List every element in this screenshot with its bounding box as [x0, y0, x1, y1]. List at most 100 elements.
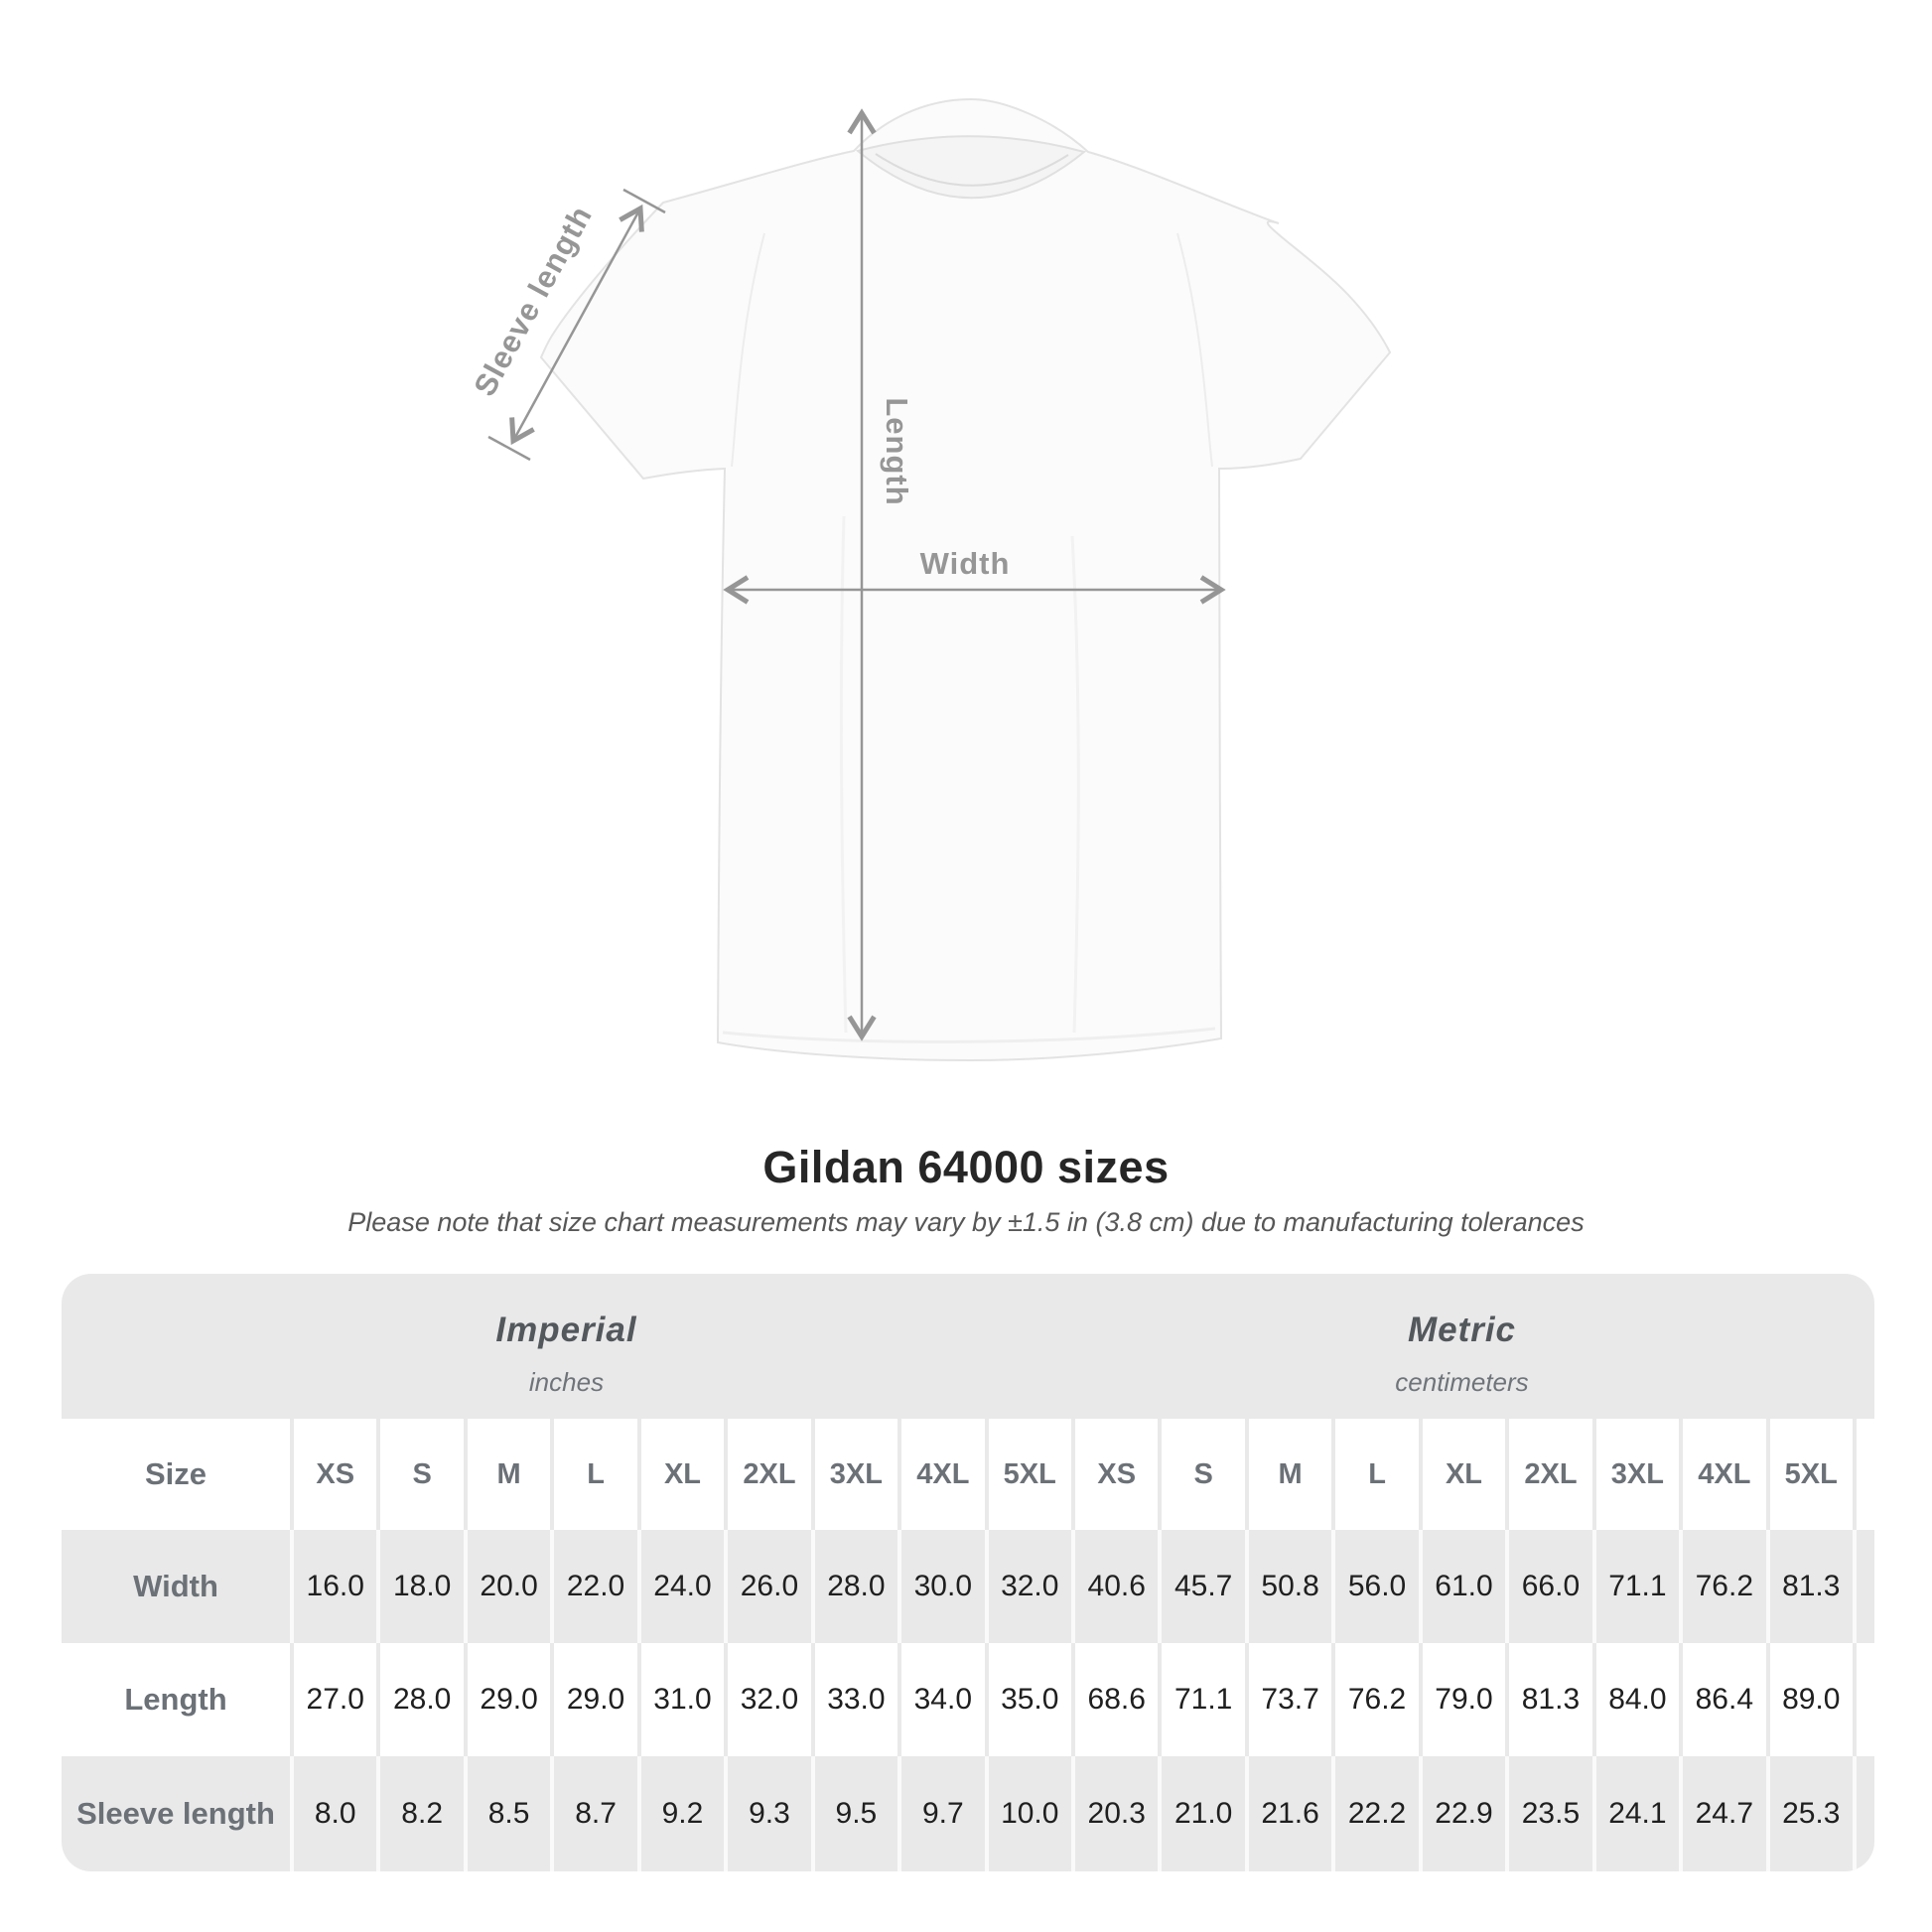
- sleeve-arrow-end-tick: [487, 435, 531, 462]
- width-value: 18.0: [376, 1530, 463, 1643]
- size-col-header: S: [1158, 1419, 1245, 1530]
- size-col-header: M: [463, 1419, 551, 1530]
- size-col-header: S: [376, 1419, 464, 1530]
- width-value: 40.6: [1070, 1530, 1158, 1643]
- length-value: 79.0: [1418, 1643, 1506, 1756]
- width-value: 28.0: [810, 1530, 897, 1643]
- width-value: 20.0: [463, 1530, 550, 1643]
- spacer-cell: [1852, 1530, 1874, 1643]
- size-col-header: XL: [1418, 1419, 1506, 1530]
- sleeve-value: 9.5: [810, 1756, 897, 1871]
- sleeve-value: 25.3: [1765, 1756, 1853, 1871]
- width-value: 26.0: [724, 1530, 810, 1643]
- length-value: 34.0: [897, 1643, 985, 1756]
- sleeve-value: 10.0: [984, 1756, 1071, 1871]
- width-value: 76.2: [1679, 1530, 1765, 1643]
- size-col-header: XS: [290, 1419, 377, 1530]
- width-value: 81.3: [1765, 1530, 1853, 1643]
- row-label: Width: [133, 1569, 218, 1603]
- size-col-header: XL: [636, 1419, 725, 1530]
- width-value: 45.7: [1158, 1530, 1244, 1643]
- length-value: 31.0: [636, 1643, 725, 1756]
- centimeters-label: centimeters: [1395, 1367, 1529, 1397]
- tshirt-collar-seam: [875, 153, 1069, 187]
- length-value: 29.0: [463, 1643, 551, 1756]
- size-col-header: 5XL: [1765, 1419, 1853, 1530]
- size-col-header: 2XL: [724, 1419, 811, 1530]
- hem-seam: [722, 1027, 1216, 1043]
- spacer-cell: [1853, 1274, 1874, 1419]
- size-col-header: 2XL: [1505, 1419, 1592, 1530]
- width-value: 30.0: [897, 1530, 984, 1643]
- sleeve-value: 8.5: [463, 1756, 550, 1871]
- length-value: 86.4: [1679, 1643, 1766, 1756]
- width-value: 66.0: [1505, 1530, 1591, 1643]
- sleeve-value: 20.3: [1070, 1756, 1158, 1871]
- metric-group-header: Metric centimeters: [1071, 1274, 1853, 1419]
- imperial-label: Imperial: [495, 1311, 637, 1349]
- tshirt-image: Sleeve length Length Width: [467, 97, 1392, 1062]
- width-value: 61.0: [1418, 1530, 1505, 1643]
- size-col-header: M: [1244, 1419, 1332, 1530]
- sleeve-value: 22.2: [1331, 1756, 1418, 1871]
- row-label: Length: [62, 1643, 290, 1756]
- fold-line: [1070, 535, 1080, 1034]
- sleeve-value: 8.0: [290, 1756, 376, 1871]
- tolerance-note: Please note that size chart measurements…: [347, 1207, 1585, 1237]
- sleeve-value: 21.0: [1158, 1756, 1244, 1871]
- length-value: 33.0: [810, 1643, 898, 1756]
- sleeve-value: 8.2: [376, 1756, 463, 1871]
- length-value: 89.0: [1765, 1643, 1853, 1756]
- length-value: 32.0: [724, 1643, 811, 1756]
- width-value: 16.0: [290, 1530, 376, 1643]
- left-armhole-seam: [731, 232, 765, 468]
- right-armhole-seam: [1176, 232, 1213, 468]
- size-col-header: 5XL: [984, 1419, 1071, 1530]
- length-value: 29.0: [550, 1643, 637, 1756]
- tshirt-collar: [855, 135, 1087, 200]
- tshirt-measurement-diagram: Sleeve length Length Width: [467, 97, 1392, 1062]
- sleeve-value: 22.9: [1418, 1756, 1505, 1871]
- size-col-header: 3XL: [810, 1419, 898, 1530]
- sleeve-length-arrow: [509, 204, 644, 446]
- length-value: 76.2: [1331, 1643, 1419, 1756]
- width-value: 22.0: [550, 1530, 636, 1643]
- size-col-header: L: [1331, 1419, 1419, 1530]
- size-col-header: 4XL: [897, 1419, 985, 1530]
- sleeve-value: 24.1: [1591, 1756, 1679, 1871]
- size-header-label: Size: [62, 1419, 290, 1530]
- size-col-header: 3XL: [1591, 1419, 1680, 1530]
- sleeve-arrow-end-tick: [622, 188, 666, 214]
- length-value: 28.0: [376, 1643, 464, 1756]
- imperial-group-header: Imperial inches: [62, 1274, 1071, 1419]
- metric-label: Metric: [1407, 1311, 1517, 1349]
- row-label: Sleeve length: [76, 1796, 275, 1831]
- size-table: Imperial inches Metric centimeters Size …: [62, 1274, 1874, 1871]
- width-value: 32.0: [984, 1530, 1071, 1643]
- length-value: 81.3: [1505, 1643, 1592, 1756]
- width-value: 24.0: [636, 1530, 724, 1643]
- sleeve-value: 9.7: [897, 1756, 984, 1871]
- length-value: 71.1: [1158, 1643, 1245, 1756]
- sleeve-value: 9.3: [724, 1756, 810, 1871]
- page-title: Gildan 64000 sizes: [762, 1142, 1170, 1192]
- sleeve-value: 23.5: [1505, 1756, 1591, 1871]
- spacer-cell: [1852, 1643, 1874, 1756]
- length-value: 84.0: [1591, 1643, 1680, 1756]
- length-label: Length: [880, 397, 914, 505]
- width-value: 56.0: [1331, 1530, 1418, 1643]
- size-col-header: XS: [1070, 1419, 1159, 1530]
- length-value: 73.7: [1244, 1643, 1332, 1756]
- width-value: 71.1: [1591, 1530, 1679, 1643]
- inches-label: inches: [528, 1367, 605, 1397]
- length-value: 35.0: [984, 1643, 1071, 1756]
- sleeve-value: 8.7: [550, 1756, 636, 1871]
- sleeve-value: 21.6: [1244, 1756, 1331, 1871]
- length-value: 68.6: [1070, 1643, 1159, 1756]
- sleeve-value: 9.2: [636, 1756, 724, 1871]
- spacer-cell: [1852, 1419, 1874, 1530]
- size-col-header: 4XL: [1679, 1419, 1766, 1530]
- size-col-header: L: [550, 1419, 637, 1530]
- length-value: 27.0: [290, 1643, 377, 1756]
